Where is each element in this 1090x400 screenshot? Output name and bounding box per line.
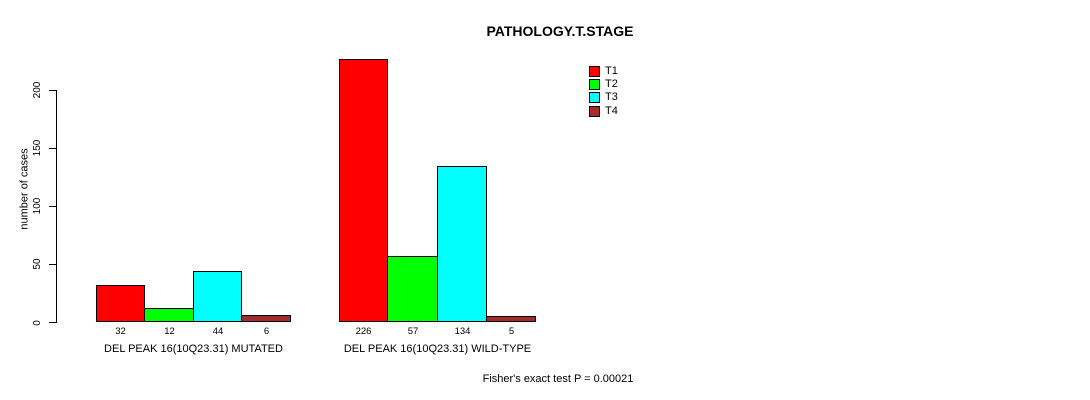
y-tick	[49, 263, 56, 265]
bar-value-label: 57	[407, 326, 419, 337]
y-tick	[49, 205, 56, 207]
bar-value-label: 6	[263, 326, 270, 337]
bar-t1-group1	[96, 285, 145, 322]
y-axis-line	[56, 89, 57, 323]
bar-value-label: 44	[212, 326, 224, 337]
y-tick-label: 100	[32, 197, 43, 215]
bar-value-label: 226	[355, 326, 372, 337]
y-tick-label: 50	[32, 258, 43, 270]
bar-t3-group2	[437, 166, 487, 322]
legend-swatch-t2	[589, 79, 600, 90]
bar-t2-group2	[387, 256, 438, 322]
legend-swatch-t3	[589, 92, 600, 103]
y-tick	[49, 89, 56, 91]
legend-label-t4: T4	[605, 105, 618, 117]
legend-label-t2: T2	[605, 78, 618, 90]
bar-value-label: 12	[164, 326, 175, 337]
legend-label-t3: T3	[605, 91, 618, 103]
bar-t4-group2	[486, 316, 536, 322]
group-label: DEL PEAK 16(10Q23.31) MUTATED	[104, 343, 283, 355]
bar-value-label: 5	[508, 326, 515, 337]
chart-title: PATHOLOGY.T.STAGE	[486, 23, 634, 39]
legend: T1 T2 T3 T4	[589, 65, 669, 122]
bar-t3-group1	[193, 271, 242, 322]
subtitle-annotation: Fisher's exact test P = 0.00021	[482, 373, 634, 385]
y-tick-label: 200	[32, 81, 43, 99]
y-tick	[49, 147, 56, 149]
bar-value-label: 134	[454, 326, 471, 337]
bar-t2-group1	[144, 308, 194, 322]
y-tick	[49, 322, 56, 323]
y-tick-label: 150	[32, 139, 43, 157]
bar-t4-group1	[241, 315, 291, 322]
legend-swatch-t4	[589, 106, 600, 117]
group-label: DEL PEAK 16(10Q23.31) WILD-TYPE	[343, 343, 532, 355]
legend-swatch-t1	[589, 66, 600, 77]
bar-t1-group2	[339, 59, 388, 322]
y-tick-label: 0	[32, 319, 43, 326]
legend-label-t1: T1	[605, 65, 618, 77]
bar-value-label: 32	[115, 326, 126, 337]
